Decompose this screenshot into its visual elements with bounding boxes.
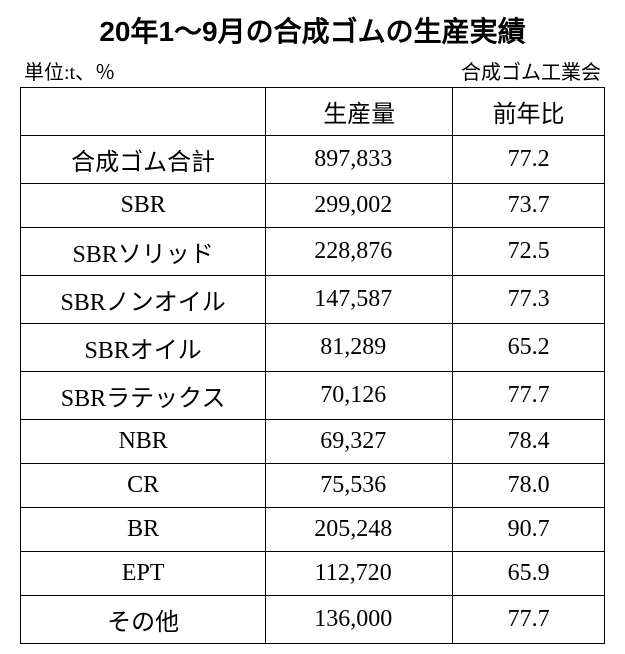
cell-category: SBRソリッド <box>21 228 266 276</box>
table-row: その他 136,000 77.7 <box>21 596 605 644</box>
table-row: 合成ゴム合計 897,833 77.2 <box>21 136 605 184</box>
cell-production: 147,587 <box>266 276 453 324</box>
cell-yoy: 78.0 <box>453 464 605 508</box>
cell-production: 205,248 <box>266 508 453 552</box>
cell-yoy: 90.7 <box>453 508 605 552</box>
cell-category: CR <box>21 464 266 508</box>
cell-yoy: 72.5 <box>453 228 605 276</box>
cell-production: 81,289 <box>266 324 453 372</box>
header-category <box>21 88 266 136</box>
cell-yoy: 77.3 <box>453 276 605 324</box>
table-row: SBR 299,002 73.7 <box>21 184 605 228</box>
cell-category: SBRラテックス <box>21 372 266 420</box>
table-body: 合成ゴム合計 897,833 77.2 SBR 299,002 73.7 SBR… <box>21 136 605 644</box>
table-row: SBRオイル 81,289 65.2 <box>21 324 605 372</box>
cell-production: 299,002 <box>266 184 453 228</box>
cell-yoy: 65.2 <box>453 324 605 372</box>
cell-yoy: 77.7 <box>453 596 605 644</box>
cell-yoy: 73.7 <box>453 184 605 228</box>
cell-production: 70,126 <box>266 372 453 420</box>
table-row: BR 205,248 90.7 <box>21 508 605 552</box>
source-label: 合成ゴム工業会 <box>461 56 601 85</box>
table-row: SBRノンオイル 147,587 77.3 <box>21 276 605 324</box>
table-row: SBRラテックス 70,126 77.7 <box>21 372 605 420</box>
cell-production: 136,000 <box>266 596 453 644</box>
cell-yoy: 77.7 <box>453 372 605 420</box>
cell-category: SBRオイル <box>21 324 266 372</box>
cell-category: SBRノンオイル <box>21 276 266 324</box>
table-row: SBRソリッド 228,876 72.5 <box>21 228 605 276</box>
header-yoy: 前年比 <box>453 88 605 136</box>
cell-category: その他 <box>21 596 266 644</box>
table-header-row: 生産量 前年比 <box>21 88 605 136</box>
cell-production: 75,536 <box>266 464 453 508</box>
page-title: 20年1～9月の合成ゴムの生産実績 <box>20 10 605 50</box>
cell-yoy: 77.2 <box>453 136 605 184</box>
cell-category: SBR <box>21 184 266 228</box>
cell-yoy: 65.9 <box>453 552 605 596</box>
header-production: 生産量 <box>266 88 453 136</box>
unit-label: 単位:t、％ <box>24 56 115 85</box>
cell-yoy: 78.4 <box>453 420 605 464</box>
cell-category: NBR <box>21 420 266 464</box>
cell-category: 合成ゴム合計 <box>21 136 266 184</box>
cell-production: 69,327 <box>266 420 453 464</box>
table-row: EPT 112,720 65.9 <box>21 552 605 596</box>
subheader-row: 単位:t、％ 合成ゴム工業会 <box>20 56 605 85</box>
cell-production: 228,876 <box>266 228 453 276</box>
table-row: NBR 69,327 78.4 <box>21 420 605 464</box>
production-table: 生産量 前年比 合成ゴム合計 897,833 77.2 SBR 299,002 … <box>20 87 605 644</box>
cell-production: 897,833 <box>266 136 453 184</box>
cell-category: EPT <box>21 552 266 596</box>
cell-category: BR <box>21 508 266 552</box>
table-row: CR 75,536 78.0 <box>21 464 605 508</box>
cell-production: 112,720 <box>266 552 453 596</box>
